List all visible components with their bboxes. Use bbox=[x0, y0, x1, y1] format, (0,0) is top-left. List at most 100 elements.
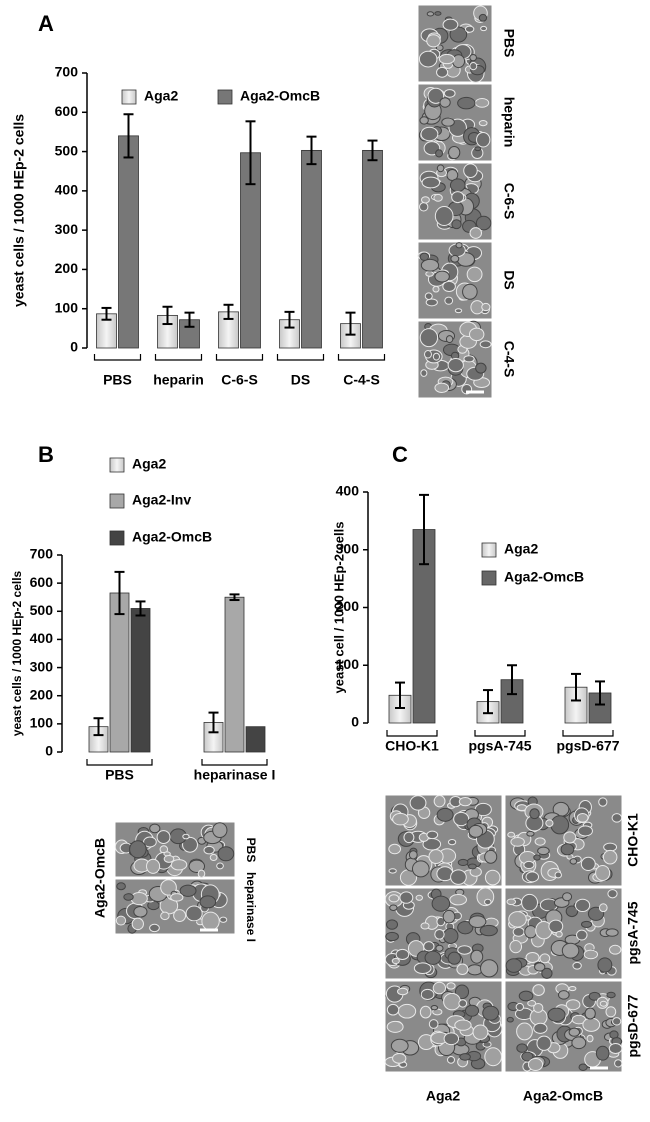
cell bbox=[185, 905, 203, 922]
cell bbox=[395, 948, 410, 961]
cell bbox=[129, 840, 147, 859]
cell bbox=[598, 903, 608, 913]
cell bbox=[428, 849, 444, 865]
bar bbox=[301, 149, 322, 349]
micrograph-label: Aga2 bbox=[426, 1088, 460, 1104]
error-bar bbox=[162, 305, 173, 326]
cell bbox=[457, 920, 474, 935]
y-tick-label: 200 bbox=[30, 686, 54, 702]
cell bbox=[439, 97, 451, 108]
category-bracket bbox=[474, 730, 526, 737]
category-bracket bbox=[154, 354, 203, 361]
cell bbox=[463, 163, 478, 178]
cell bbox=[595, 864, 611, 882]
cell bbox=[583, 949, 599, 960]
cell bbox=[449, 894, 467, 906]
cell bbox=[534, 962, 546, 972]
cell bbox=[447, 839, 457, 846]
cell bbox=[506, 898, 517, 906]
cell bbox=[420, 922, 430, 930]
cell bbox=[399, 891, 414, 904]
cell bbox=[548, 919, 564, 934]
cell bbox=[420, 988, 435, 1001]
cell bbox=[427, 87, 445, 104]
cell bbox=[454, 984, 470, 1000]
cell bbox=[397, 987, 409, 996]
cell bbox=[526, 830, 535, 837]
micrograph-label: PBS bbox=[501, 29, 517, 58]
error-bar bbox=[93, 717, 104, 737]
y-tick-label: 0 bbox=[45, 743, 53, 759]
cell bbox=[386, 1020, 404, 1033]
cell bbox=[116, 882, 126, 891]
cell bbox=[605, 928, 619, 937]
category-bracket bbox=[337, 354, 386, 361]
cell bbox=[388, 843, 402, 855]
cell bbox=[420, 369, 428, 377]
cell bbox=[451, 191, 465, 204]
category-bracket bbox=[93, 354, 142, 361]
cell bbox=[435, 149, 443, 158]
bar bbox=[130, 608, 151, 753]
category-bracket bbox=[86, 759, 153, 766]
error-bar bbox=[114, 570, 125, 616]
micrograph-label: PBS bbox=[244, 838, 258, 863]
cell bbox=[179, 884, 197, 897]
legend-label: Aga2-OmcB bbox=[132, 529, 212, 545]
cell bbox=[468, 915, 487, 928]
cell bbox=[454, 1019, 472, 1031]
cell bbox=[457, 858, 469, 867]
cell bbox=[484, 849, 498, 864]
error-bar bbox=[101, 306, 112, 321]
y-tick-label: 300 bbox=[336, 540, 360, 556]
cell bbox=[419, 252, 430, 261]
x-tick-label: CHO-K1 bbox=[385, 738, 439, 754]
error-bar bbox=[229, 593, 240, 602]
y-tick-label: 600 bbox=[30, 574, 54, 590]
cell bbox=[149, 923, 160, 933]
x-tick-label: DS bbox=[291, 372, 310, 388]
cell bbox=[424, 292, 433, 300]
cell bbox=[468, 327, 485, 342]
cell bbox=[438, 53, 455, 65]
cell bbox=[469, 61, 478, 71]
cell bbox=[614, 1059, 623, 1068]
cell bbox=[413, 962, 432, 975]
cell bbox=[123, 893, 134, 901]
y-tick-label: 400 bbox=[336, 483, 360, 499]
cell bbox=[433, 795, 446, 808]
y-axis-label: yeast cells / 1000 HEp-2 cells bbox=[10, 570, 24, 736]
cell bbox=[577, 825, 593, 837]
bar bbox=[362, 149, 383, 349]
cell bbox=[612, 1017, 622, 1026]
cell bbox=[434, 11, 442, 16]
cell bbox=[475, 215, 492, 231]
cell bbox=[419, 328, 439, 348]
cell bbox=[521, 1051, 534, 1062]
cell bbox=[182, 833, 190, 840]
y-tick-label: 200 bbox=[336, 598, 360, 614]
cell bbox=[160, 911, 170, 921]
cell bbox=[217, 846, 235, 862]
cell bbox=[454, 308, 463, 314]
y-tick-label: 0 bbox=[351, 714, 359, 730]
cell bbox=[580, 920, 593, 928]
cell bbox=[434, 270, 450, 283]
legend-label: Aga2-Inv bbox=[132, 492, 191, 508]
cell bbox=[584, 1007, 596, 1020]
cell bbox=[576, 929, 588, 941]
cell bbox=[130, 891, 148, 906]
cell bbox=[523, 860, 535, 870]
cell bbox=[475, 362, 487, 374]
cell bbox=[419, 1005, 432, 1019]
cell bbox=[415, 894, 424, 901]
cell bbox=[562, 892, 573, 902]
cell bbox=[133, 905, 148, 918]
cell bbox=[442, 280, 456, 292]
cell bbox=[466, 266, 483, 283]
micrograph-label: C-6-S bbox=[501, 183, 517, 220]
cell bbox=[173, 909, 187, 922]
cell bbox=[448, 145, 461, 160]
cell bbox=[479, 340, 492, 349]
cell bbox=[565, 905, 579, 918]
